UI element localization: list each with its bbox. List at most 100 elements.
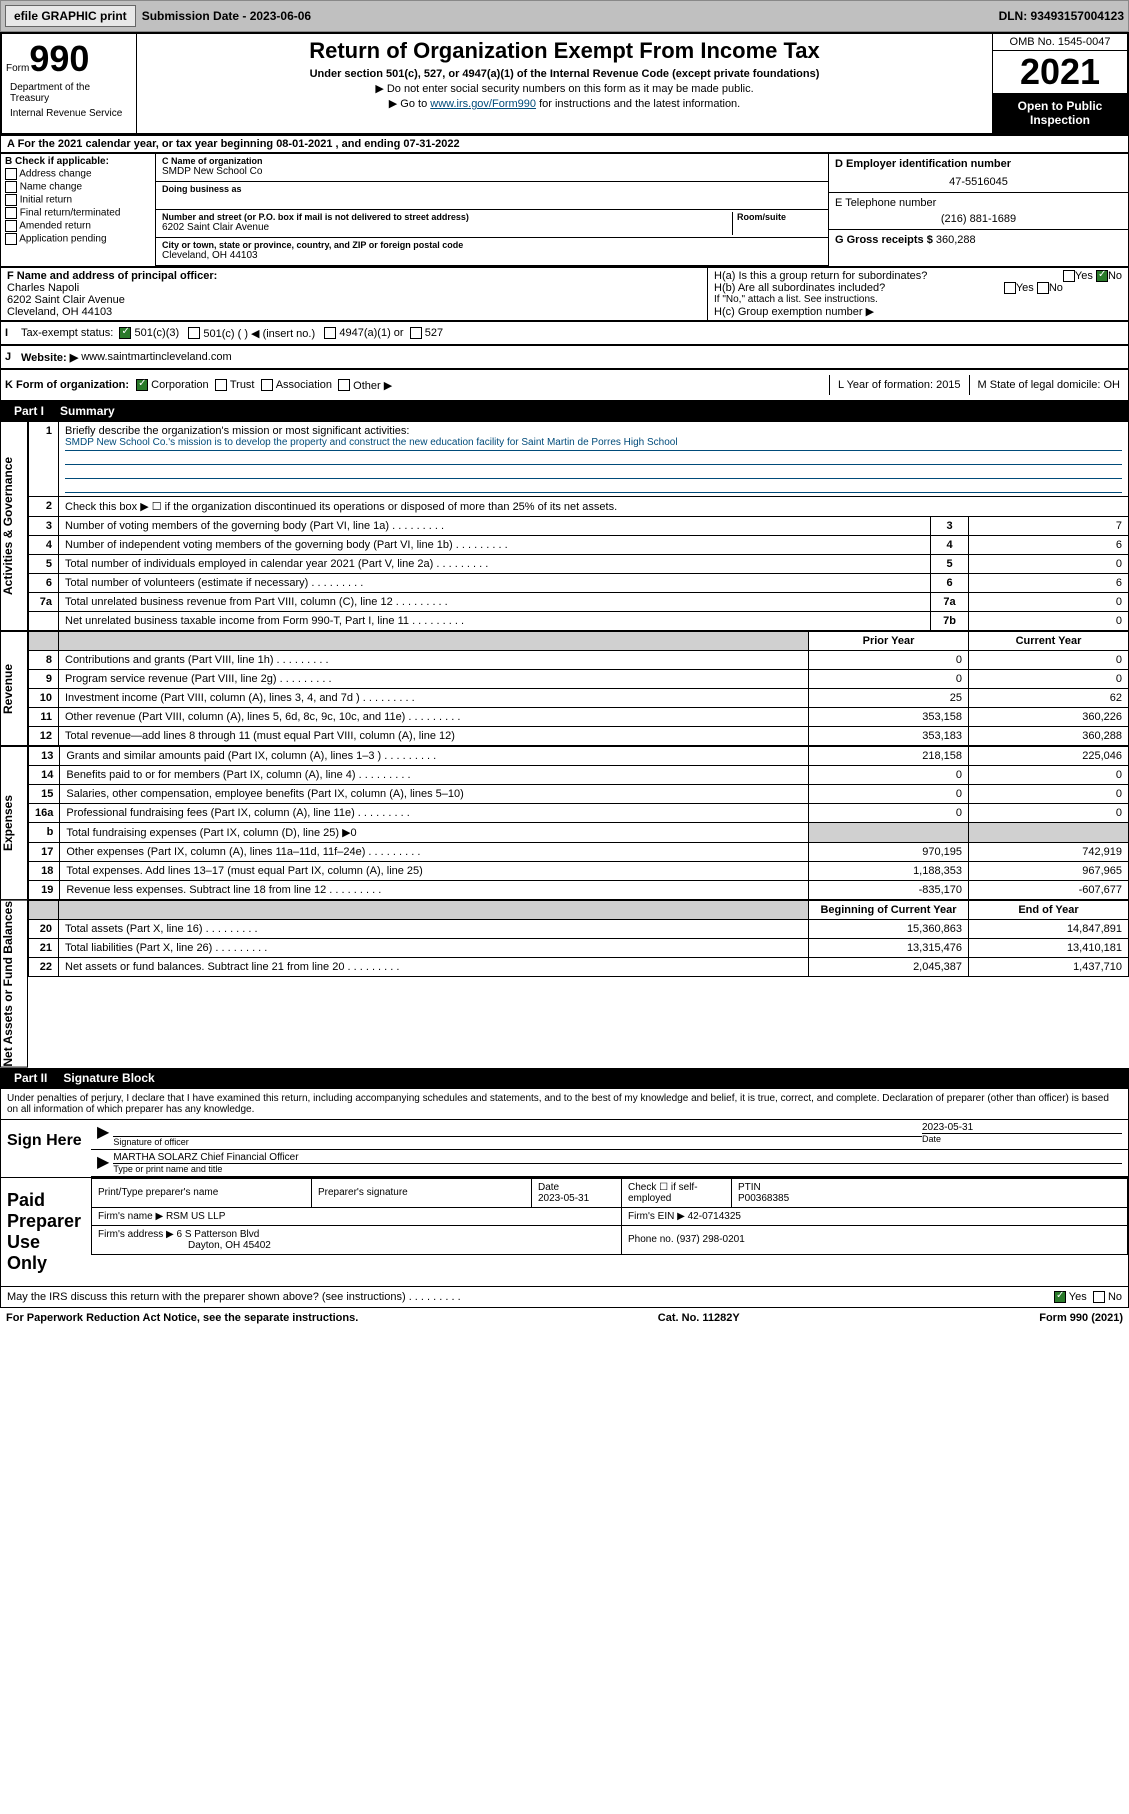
chk-association[interactable] — [261, 379, 273, 391]
firm-phone: (937) 298-0201 — [676, 1234, 744, 1245]
officer-name: Charles Napoli — [7, 282, 701, 294]
chk-irs-no[interactable] — [1093, 1291, 1105, 1303]
form-year-box: OMB No. 1545-0047 2021 Open to Public In… — [992, 34, 1127, 133]
officer-name-title: MARTHA SOLARZ Chief Financial Officer — [113, 1152, 1122, 1163]
part1-header: Part I Summary — [0, 401, 1129, 421]
row-gov-7a: 7aTotal unrelated business revenue from … — [29, 593, 1129, 612]
vlabel-net-assets: Net Assets or Fund Balances — [0, 900, 28, 1068]
open-inspection: Open to Public Inspection — [993, 93, 1127, 133]
sig-officer-label: Signature of officer — [113, 1136, 922, 1147]
row-exp-13: 13Grants and similar amounts paid (Part … — [29, 747, 1129, 766]
city-label: City or town, state or province, country… — [162, 240, 822, 250]
website-label: Website: ▶ — [21, 351, 78, 364]
dln: DLN: 93493157004123 — [999, 9, 1124, 23]
chk-527[interactable] — [410, 327, 422, 339]
row-j-website: J Website: ▶ www.saintmartincleveland.co… — [0, 345, 1129, 369]
submission-date: Submission Date - 2023-06-06 — [142, 9, 311, 23]
firm-city: Dayton, OH 45402 — [188, 1240, 271, 1251]
chk-final-return[interactable]: Final return/terminated — [5, 207, 151, 219]
part2-header: Part II Signature Block — [0, 1068, 1129, 1088]
footer-mid: Cat. No. 11282Y — [658, 1312, 740, 1324]
chk-initial-return[interactable]: Initial return — [5, 194, 151, 206]
vlabel-revenue: Revenue — [0, 631, 28, 746]
row-exp-17: 17Other expenses (Part IX, column (A), l… — [29, 843, 1129, 862]
form-id-box: Form990 Department of the Treasury Inter… — [2, 34, 137, 133]
form-header: Form990 Department of the Treasury Inter… — [0, 32, 1129, 135]
summary-net-assets: Net Assets or Fund Balances Beginning of… — [0, 900, 1129, 1068]
chk-other[interactable] — [338, 379, 350, 391]
hdr-current-year: Current Year — [969, 632, 1129, 651]
row-rev-12: 12Total revenue—add lines 8 through 11 (… — [29, 727, 1129, 746]
ptin-value: P00368385 — [738, 1193, 789, 1204]
perjury-declaration: Under penalties of perjury, I declare th… — [1, 1089, 1128, 1119]
row-net-21: 21Total liabilities (Part X, line 26)13,… — [29, 939, 1129, 958]
check-self-employed[interactable]: Check ☐ if self-employed — [622, 1178, 732, 1207]
row-a-tax-year: A For the 2021 calendar year, or tax yea… — [0, 135, 1129, 153]
org-city: Cleveland, OH 44103 — [162, 250, 822, 261]
vlabel-expenses: Expenses — [0, 746, 28, 900]
hdr-end-year: End of Year — [969, 901, 1129, 920]
row-rev-10: 10Investment income (Part VIII, column (… — [29, 689, 1129, 708]
row-exp-18: 18Total expenses. Add lines 13–17 (must … — [29, 862, 1129, 881]
col-c-org-info: C Name of organization SMDP New School C… — [156, 154, 828, 266]
type-name-label: Type or print name and title — [113, 1163, 1122, 1174]
tel-value: (216) 881-1689 — [835, 213, 1122, 225]
firm-ein: 42-0714325 — [688, 1211, 741, 1222]
footer-right: Form 990 (2021) — [1039, 1312, 1123, 1324]
dept-treasury: Department of the Treasury — [6, 80, 132, 106]
chk-4947[interactable] — [324, 327, 336, 339]
row-rev-11: 11Other revenue (Part VIII, column (A), … — [29, 708, 1129, 727]
chk-application-pending[interactable]: Application pending — [5, 233, 151, 245]
officer-addr1: 6202 Saint Clair Avenue — [7, 294, 701, 306]
row-gov-6: 6Total number of volunteers (estimate if… — [29, 574, 1129, 593]
chk-501c3[interactable] — [119, 327, 131, 339]
row-gov-7b: Net unrelated business taxable income fr… — [29, 612, 1129, 631]
col-b-checkboxes: B Check if applicable: Address change Na… — [1, 154, 156, 266]
chk-name-change[interactable]: Name change — [5, 181, 151, 193]
omb-number: OMB No. 1545-0047 — [993, 34, 1127, 51]
q2-discontinued: Check this box ▶ ☐ if the organization d… — [59, 497, 1129, 517]
footer: For Paperwork Reduction Act Notice, see … — [0, 1308, 1129, 1328]
chk-501c[interactable] — [188, 327, 200, 339]
officer-addr2: Cleveland, OH 44103 — [7, 306, 701, 318]
org-name-label: C Name of organization — [162, 156, 822, 166]
gross-value: 360,288 — [936, 234, 976, 246]
row-exp-16a: 16aProfessional fundraising fees (Part I… — [29, 804, 1129, 823]
efile-print-button[interactable]: efile GRAPHIC print — [5, 5, 136, 27]
gross-label: G Gross receipts $ — [835, 234, 933, 246]
chk-amended[interactable]: Amended return — [5, 220, 151, 232]
m-state-domicile: M State of legal domicile: OH — [969, 375, 1128, 395]
chk-corporation[interactable] — [136, 379, 148, 391]
form-note1: ▶ Do not enter social security numbers o… — [141, 82, 988, 95]
q1-mission-label: Briefly describe the organization's miss… — [65, 425, 1122, 437]
org-name: SMDP New School Co — [162, 166, 822, 177]
sign-here-label: Sign Here — [1, 1120, 91, 1177]
toolbar: efile GRAPHIC print Submission Date - 20… — [0, 0, 1129, 32]
chk-trust[interactable] — [215, 379, 227, 391]
form-number: 990 — [29, 38, 89, 79]
hc-group-exemption: H(c) Group exemption number ▶ — [714, 305, 1122, 318]
tax-year: 2021 — [993, 51, 1127, 93]
form-title-box: Return of Organization Exempt From Incom… — [137, 34, 992, 133]
irs-link[interactable]: www.irs.gov/Form990 — [430, 98, 536, 110]
row-exp-16b: bTotal fundraising expenses (Part IX, co… — [29, 823, 1129, 843]
row-net-20: 20Total assets (Part X, line 16)15,360,8… — [29, 920, 1129, 939]
chk-address-change[interactable]: Address change — [5, 168, 151, 180]
form-title: Return of Organization Exempt From Incom… — [141, 38, 988, 64]
row-exp-19: 19Revenue less expenses. Subtract line 1… — [29, 881, 1129, 900]
row-fh: F Name and address of principal officer:… — [0, 267, 1129, 321]
may-irs-discuss: May the IRS discuss this return with the… — [7, 1291, 461, 1303]
addr-label: Number and street (or P.O. box if mail i… — [162, 212, 732, 222]
tel-label: E Telephone number — [835, 197, 1122, 209]
prep-date-value: 2023-05-31 — [538, 1193, 589, 1204]
signature-block: Under penalties of perjury, I declare th… — [0, 1088, 1129, 1308]
sig-date-label: Date — [922, 1133, 1122, 1144]
row-gov-4: 4Number of independent voting members of… — [29, 536, 1129, 555]
firm-addr: 6 S Patterson Blvd — [177, 1229, 260, 1240]
col-d-ein: D Employer identification number 47-5516… — [828, 154, 1128, 266]
hdr-begin-year: Beginning of Current Year — [809, 901, 969, 920]
firm-name: RSM US LLP — [166, 1211, 225, 1222]
irs-label: Internal Revenue Service — [6, 106, 132, 121]
form-note2: ▶ Go to www.irs.gov/Form990 for instruct… — [141, 97, 988, 110]
chk-irs-yes[interactable] — [1054, 1291, 1066, 1303]
